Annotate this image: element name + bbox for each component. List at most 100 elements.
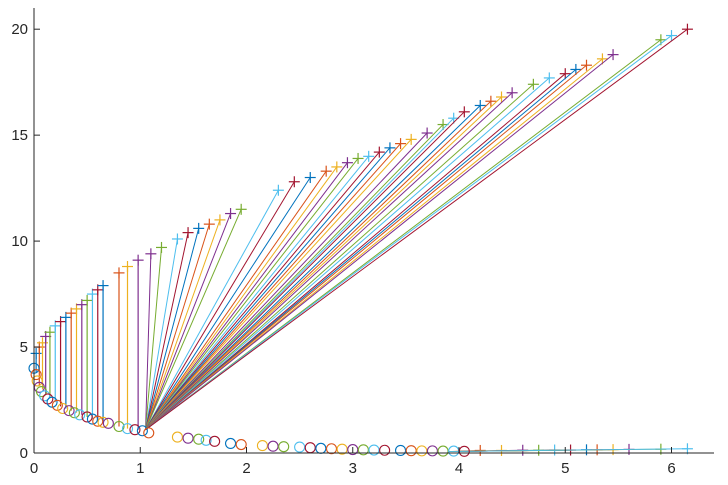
cross-marker <box>373 146 385 158</box>
circle-marker <box>143 427 155 439</box>
cross-marker <box>384 142 396 154</box>
circle-marker <box>97 416 109 428</box>
fan-line <box>145 64 587 431</box>
fan-line <box>145 100 492 431</box>
cross-marker <box>288 176 300 188</box>
circle-marker <box>209 435 221 447</box>
cross-marker <box>496 91 507 103</box>
fan-line <box>145 238 178 430</box>
x-tick-label: 5 <box>561 460 569 477</box>
cross-marker <box>182 227 194 239</box>
cross-marker <box>666 30 677 42</box>
fan-line <box>145 96 502 431</box>
y-tick-label: 10 <box>11 233 28 250</box>
fan-line <box>145 232 189 430</box>
fan-line <box>145 223 210 430</box>
fan-line <box>145 151 380 431</box>
y-tick-label: 20 <box>11 21 28 38</box>
cross-marker <box>570 63 582 75</box>
fan-line <box>145 219 221 430</box>
circle-marker <box>68 407 80 419</box>
circle-marker <box>182 432 194 444</box>
cross-marker <box>681 443 693 455</box>
fan-line <box>145 209 242 430</box>
fan-line <box>145 28 688 431</box>
fan-line <box>145 73 566 431</box>
cross-marker <box>543 72 555 84</box>
cross-marker <box>81 294 93 306</box>
cross-marker <box>30 347 42 359</box>
circle-marker <box>347 444 359 456</box>
fan-line <box>145 247 162 430</box>
fan-line <box>145 213 232 430</box>
tail-line <box>448 448 688 452</box>
fan-line <box>145 166 338 430</box>
fan-line <box>145 132 428 431</box>
circle-marker <box>278 441 290 453</box>
circle-marker <box>325 443 338 455</box>
fan-line <box>145 228 200 430</box>
x-tick-label: 0 <box>30 460 38 477</box>
fan-line <box>145 139 412 431</box>
cross-marker <box>559 68 571 80</box>
cross-marker <box>421 127 433 139</box>
circle-marker <box>129 424 141 436</box>
cross-marker <box>331 161 343 173</box>
fan-line <box>145 77 550 431</box>
fan-line <box>145 117 455 431</box>
cross-marker <box>485 95 497 107</box>
circle-marker <box>86 413 98 425</box>
circle-marker <box>51 399 63 411</box>
circle-marker <box>225 437 237 450</box>
axes: 0 1 2 3 4 5 6 0 5 10 15 20 <box>11 8 714 477</box>
circle-marker <box>368 444 380 456</box>
y-tick-label: 0 <box>20 445 28 462</box>
cross-marker <box>203 218 215 230</box>
circle-marker <box>81 411 93 423</box>
fan-line <box>145 170 327 430</box>
circle-marker <box>437 445 449 457</box>
y-tick-label: 5 <box>20 339 28 356</box>
cross-marker <box>225 208 237 220</box>
circle-marker <box>74 409 86 421</box>
circle-marker <box>315 442 327 454</box>
fan-line <box>145 69 577 431</box>
cross-marker <box>235 203 247 215</box>
circle-marker <box>416 445 428 457</box>
cross-marker <box>113 267 125 279</box>
circle-marker <box>136 425 148 437</box>
circle-marker <box>92 415 104 427</box>
fan-line <box>145 253 152 430</box>
fan-line <box>145 35 672 431</box>
plot-area <box>28 23 693 457</box>
x-tick-label: 1 <box>136 460 144 477</box>
cross-marker <box>193 222 205 234</box>
fan-line <box>145 158 359 430</box>
circle-marker <box>46 396 58 408</box>
cross-marker <box>506 87 518 99</box>
fan-line <box>145 83 534 431</box>
circle-marker <box>256 440 268 452</box>
fan-line <box>145 58 603 431</box>
circle-marker <box>193 433 205 445</box>
fan-line <box>145 143 401 431</box>
circle-marker <box>336 443 348 455</box>
x-tick-label: 6 <box>667 460 675 477</box>
cross-marker <box>395 138 407 150</box>
cross-marker <box>145 248 157 260</box>
cross-marker <box>171 233 183 245</box>
fan-line <box>145 177 311 430</box>
cross-marker <box>363 150 375 162</box>
fan-line <box>145 189 279 430</box>
fan-line <box>145 54 614 431</box>
circle-marker <box>379 444 391 456</box>
cross-marker <box>474 99 486 111</box>
fan-line <box>145 92 513 431</box>
cross-marker <box>272 184 284 196</box>
fan-line <box>145 124 444 431</box>
circle-marker <box>121 423 134 435</box>
circle-marker <box>171 431 183 443</box>
cross-marker <box>122 261 133 273</box>
